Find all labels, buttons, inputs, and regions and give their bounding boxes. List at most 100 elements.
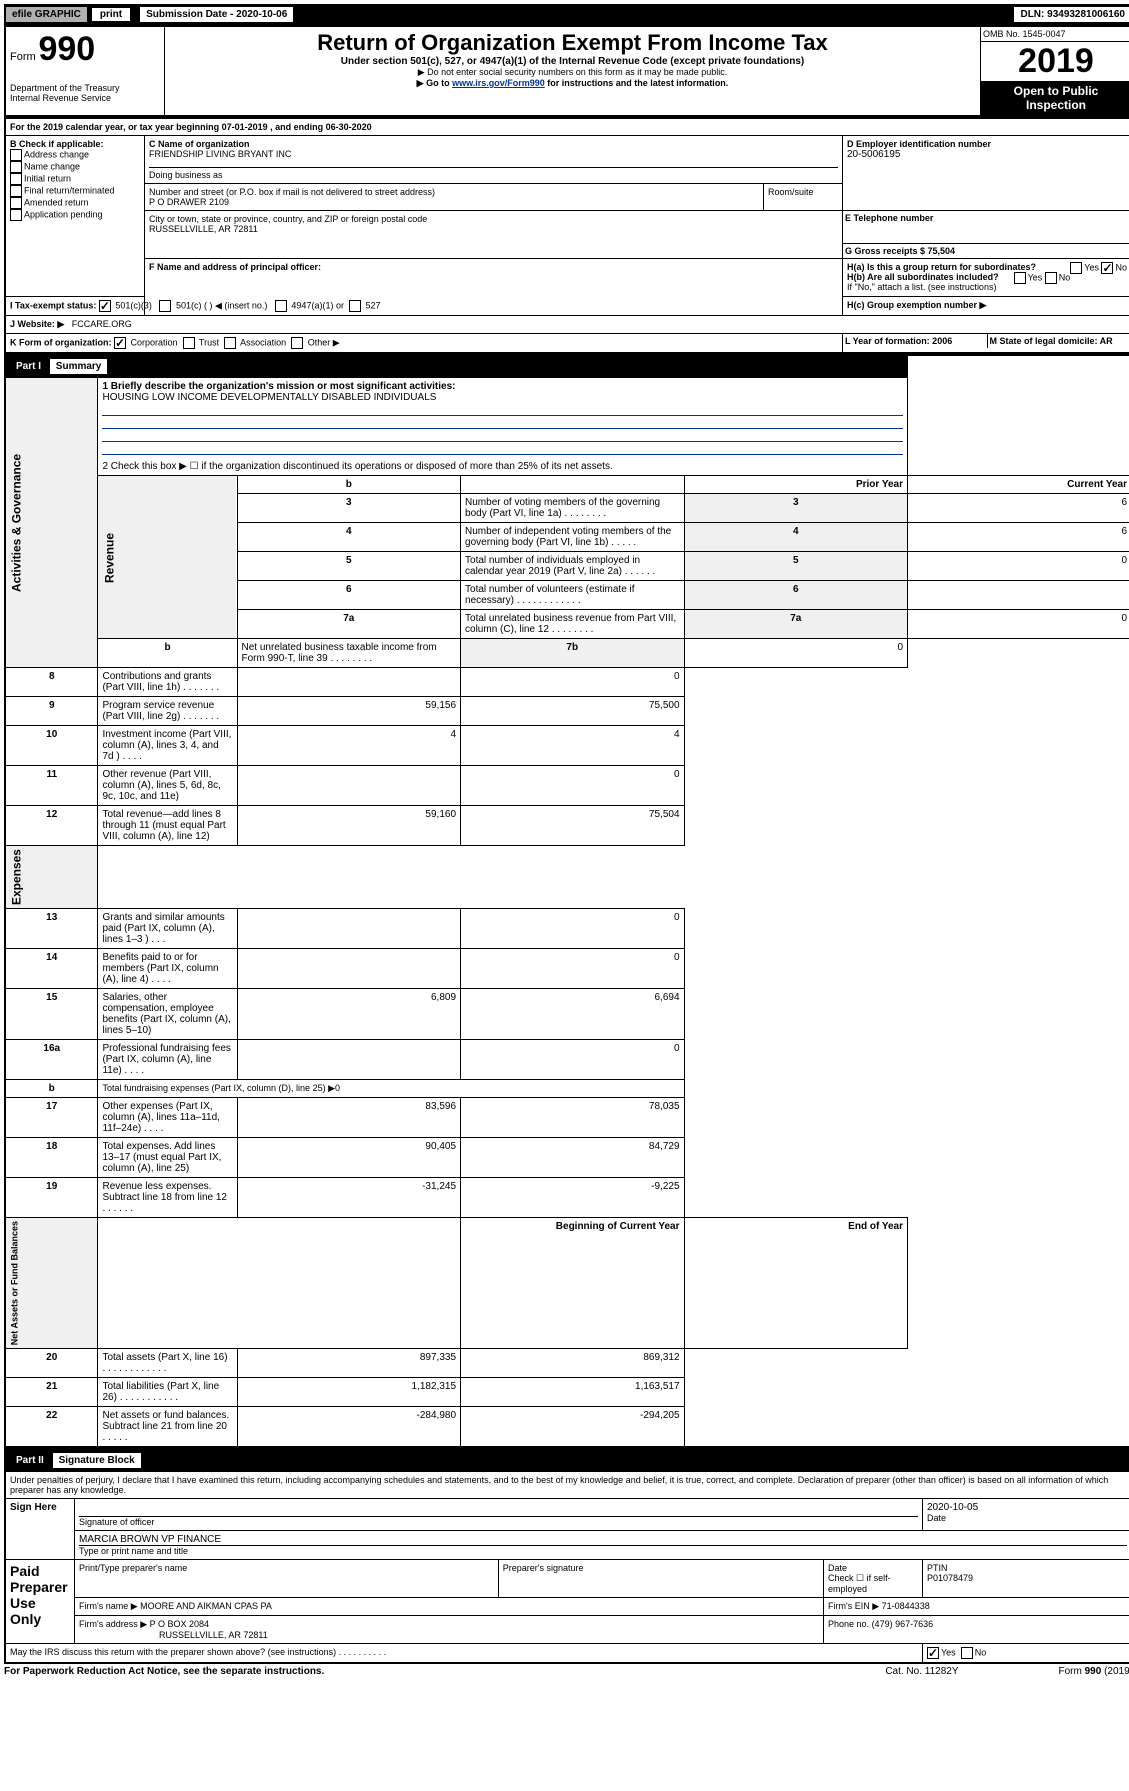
e-tel-label: E Telephone number [843, 211, 1129, 244]
firm-name-label: Firm's name ▶ [79, 1601, 138, 1611]
i-4947-checkbox[interactable] [275, 300, 287, 312]
open-public-badge: Open to Public Inspection [981, 81, 1129, 115]
ha-no-checkbox[interactable] [1101, 262, 1113, 274]
no-1: No [1115, 262, 1127, 272]
part2-table: Part II Signature Block Under penalties … [4, 1448, 1129, 1664]
discuss-yes-checkbox[interactable] [927, 1647, 939, 1659]
hb-yes-checkbox[interactable] [1014, 272, 1026, 284]
l-year: L Year of formation: 2006 [843, 334, 988, 348]
discuss-no: No [975, 1648, 987, 1658]
irs-link[interactable]: www.irs.gov/Form990 [452, 78, 545, 88]
net-curr-0: 869,312 [461, 1349, 685, 1378]
gov-num-4: 7a [237, 610, 461, 639]
phone-label: Phone no. [828, 1619, 869, 1629]
note-1: ▶ Do not enter social security numbers o… [169, 67, 976, 78]
i-501c3-checkbox[interactable] [99, 300, 111, 312]
sig-officer-label: Signature of officer [79, 1516, 918, 1527]
addr-change-checkbox[interactable] [10, 149, 22, 161]
website-value: FCCARE.ORG [72, 319, 132, 329]
room-label: Room/suite [764, 184, 843, 211]
rev-label-1: Program service revenue (Part VIII, line… [98, 697, 237, 726]
exp-label-7: Revenue less expenses. Subtract line 18 … [98, 1178, 237, 1218]
exp-num-6: 18 [5, 1138, 98, 1178]
rev-num-1: 9 [5, 697, 98, 726]
hb-no-checkbox[interactable] [1045, 272, 1057, 284]
ein-value: 20-5006195 [847, 149, 1127, 160]
i-501c-checkbox[interactable] [159, 300, 171, 312]
gov-cell-1: 4 [684, 523, 908, 552]
declaration: Under penalties of perjury, I declare th… [5, 1472, 1129, 1499]
firm-ein-label: Firm's EIN ▶ [828, 1601, 879, 1611]
k-assoc-checkbox[interactable] [224, 337, 236, 349]
i-4947: 4947(a)(1) or [291, 300, 344, 310]
gov-label-2: Total number of individuals employed in … [461, 552, 685, 581]
discuss-no-checkbox[interactable] [961, 1647, 973, 1659]
net-prior-1: 1,182,315 [237, 1378, 461, 1407]
rev-curr-0: 0 [461, 668, 685, 697]
ha-yes-checkbox[interactable] [1070, 262, 1082, 274]
amended-checkbox[interactable] [10, 197, 22, 209]
col-prior: Prior Year [684, 476, 908, 494]
part1-table: Part I Summary Activities & Governance 1… [4, 354, 1129, 1448]
footer-2: Cat. No. 11282Y [885, 1666, 958, 1677]
sign-here-label: Sign Here [5, 1499, 75, 1560]
rev-num-2: 10 [5, 726, 98, 766]
exp-curr-2: 6,694 [461, 989, 685, 1040]
side-governance: Activities & Governance [5, 378, 98, 668]
org-name: FRIENDSHIP LIVING BRYANT INC [149, 149, 838, 159]
i-501c3: 501(c)(3) [115, 300, 152, 310]
part1-title: Summary [50, 359, 108, 374]
final-return-checkbox[interactable] [10, 185, 22, 197]
k-trust: Trust [199, 337, 219, 347]
period-line: For the 2019 calendar year, or tax year … [5, 118, 1129, 136]
name-change-checkbox[interactable] [10, 161, 22, 173]
b-label: B Check if applicable: [10, 139, 104, 149]
gov-cell-0: 3 [684, 494, 908, 523]
print-button[interactable]: print [91, 7, 131, 22]
i-527-checkbox[interactable] [349, 300, 361, 312]
discuss-yes: Yes [941, 1648, 956, 1658]
firm-city: RUSSELLVILLE, AR 72811 [159, 1630, 268, 1640]
net-prior-2: -284,980 [237, 1407, 461, 1448]
net-label-0: Total assets (Part X, line 16) . . . . .… [98, 1349, 237, 1378]
gov-val-5: 0 [684, 639, 908, 668]
rev-prior-1: 59,156 [237, 697, 461, 726]
firm-addr: P O BOX 2084 [150, 1619, 209, 1629]
side-revenue: Revenue [98, 476, 237, 639]
check-if-applicable: B Check if applicable: Address change Na… [5, 136, 145, 297]
rev-num-3: 11 [5, 766, 98, 806]
exp-prior-5: 83,596 [237, 1098, 461, 1138]
b-item-5: Application pending [24, 209, 103, 219]
rev-prior-4: 59,160 [237, 806, 461, 846]
exp-curr-1: 0 [461, 949, 685, 989]
gov-label-0: Number of voting members of the governin… [461, 494, 685, 523]
gov-val-2: 0 [908, 552, 1129, 581]
d-ein-label: D Employer identification number [847, 139, 1127, 149]
exp-num-3: 16a [5, 1040, 98, 1080]
exp-label-6: Total expenses. Add lines 13–17 (must eq… [98, 1138, 237, 1178]
gov-num-0: 3 [237, 494, 461, 523]
k-other: Other ▶ [308, 337, 340, 347]
exp-curr-6: 84,729 [461, 1138, 685, 1178]
b-item-0: Address change [24, 149, 89, 159]
firm-ein: 71-0844338 [882, 1601, 930, 1611]
firm-name: MOORE AND AIKMAN CPAS PA [140, 1601, 272, 1611]
exp-num-5: 17 [5, 1098, 98, 1138]
ptin-label: PTIN [927, 1563, 1127, 1573]
b-item-2: Initial return [24, 173, 71, 183]
exp-prior-0 [237, 909, 461, 949]
exp-label-0: Grants and similar amounts paid (Part IX… [98, 909, 237, 949]
footer-1: For Paperwork Reduction Act Notice, see … [4, 1666, 324, 1677]
app-pending-checkbox[interactable] [10, 209, 22, 221]
rev-prior-2: 4 [237, 726, 461, 766]
tax-year: 2019 [981, 42, 1129, 81]
form-label: Form [10, 51, 36, 63]
k-other-checkbox[interactable] [291, 337, 303, 349]
col-begin: Beginning of Current Year [461, 1218, 685, 1349]
k-corp-checkbox[interactable] [114, 337, 126, 349]
initial-return-checkbox[interactable] [10, 173, 22, 185]
rev-label-0: Contributions and grants (Part VIII, lin… [98, 668, 237, 697]
line1-label: 1 Briefly describe the organization's mi… [102, 381, 455, 392]
phone-value: (479) 967-7636 [872, 1619, 934, 1629]
k-trust-checkbox[interactable] [183, 337, 195, 349]
